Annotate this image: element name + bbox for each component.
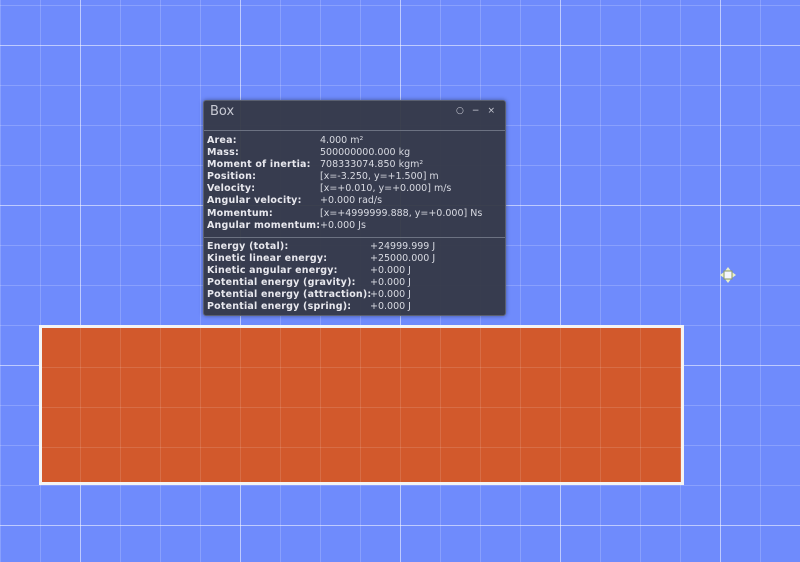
box-object[interactable] [39,325,684,485]
energy-row-value: +0.000 J [370,265,411,277]
energy-row-value: +0.000 J [370,301,411,313]
pin-icon[interactable]: ○ [456,106,464,116]
energy-row-value: +0.000 J [370,289,411,301]
energy-row-value: +0.000 J [370,277,411,289]
energy-row: Kinetic angular energy: +0.000 J [207,265,435,277]
property-row-value: [x=-3.250, y=+1.500] m [320,171,439,183]
energy-row: Kinetic linear energy: +25000.000 J [207,253,435,265]
property-row: Position: [x=-3.250, y=+1.500] m [207,171,482,183]
property-row-label: Mass: [207,147,239,159]
property-row-value: +0.000 rad/s [320,195,383,207]
property-row-label: Velocity: [207,183,256,195]
property-row-value: [x=+0.010, y=+0.000] m/s [320,183,452,195]
energy-row: Energy (total): +24999.999 J [207,241,435,253]
property-row-label: Position: [207,171,257,183]
energy-row-label: Potential energy (gravity): [207,277,356,289]
property-row-label: Moment of inertia: [207,159,311,171]
property-row-label: Angular momentum: [207,219,321,231]
property-row-value: [x=+4999999.888, y=+0.000] Ns [320,207,483,219]
divider [204,130,505,131]
property-row: Momentum: [x=+4999999.888, y=+0.000] Ns [207,208,482,220]
property-row-label: Area: [207,135,237,146]
minimize-icon[interactable]: − [471,106,480,116]
property-row-value: 4.000 m² [320,135,364,146]
property-row: Moment of inertia: 708333074.850 kgm² [207,159,482,171]
energy-row-label: Energy (total): [207,241,289,252]
property-row: Angular momentum: +0.000 Js [207,220,482,232]
panel-title: Box [210,104,235,119]
info-panel[interactable]: Box ○ − × Area: 4.000 m² Mass: 500000000.00… [203,100,506,316]
property-row: Angular velocity: +0.000 rad/s [207,195,482,207]
property-row-value: 500000000.000 kg [320,147,411,159]
property-row-value: 708333074.850 kgm² [320,159,424,171]
property-row-value: +0.000 Js [320,219,366,231]
energy-row-label: Kinetic angular energy: [207,265,338,277]
divider [204,237,505,238]
property-row: Velocity: [x=+0.010, y=+0.000] m/s [207,183,482,195]
move-cursor-icon [720,267,736,283]
property-row: Area: 4.000 m² [207,135,482,147]
property-row: Mass: 500000000.000 kg [207,147,482,159]
energy-row-value: +25000.000 J [370,253,436,265]
energy-row: Potential energy (attraction): +0.000 J [207,289,435,301]
energy-row-label: Potential energy (attraction): [207,289,372,301]
property-row-label: Angular velocity: [207,195,302,207]
energy-row: Potential energy (spring): +0.000 J [207,301,435,313]
energy-row-label: Potential energy (spring): [207,301,352,313]
close-icon[interactable]: × [487,106,495,116]
energy-row-label: Kinetic linear energy: [207,253,328,265]
energy-row-value: +24999.999 J [370,241,436,252]
energy-row: Potential energy (gravity): +0.000 J [207,277,435,289]
property-row-label: Momentum: [207,207,273,219]
